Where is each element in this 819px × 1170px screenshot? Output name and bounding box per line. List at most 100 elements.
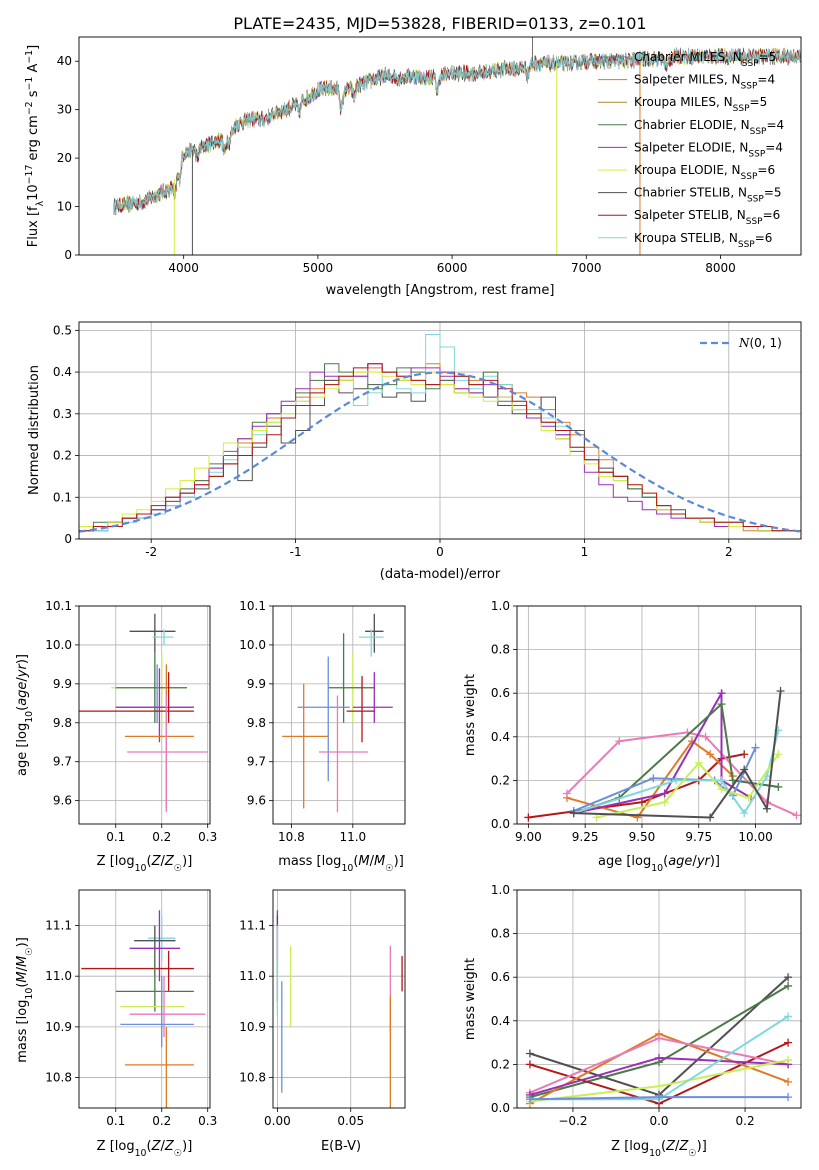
- legend-label: Kroupa MILES, NSSP=5: [634, 95, 767, 114]
- y-tick-label: 10.9: [45, 1020, 72, 1034]
- legend-label: Salpeter MILES, NSSP=4: [634, 73, 775, 92]
- y-tick-label: 0.4: [491, 1014, 510, 1028]
- y-tick-label: 40: [57, 54, 72, 68]
- errorbar-point-salpeter-stelib: [346, 676, 375, 743]
- y-tick-label: 0.0: [491, 817, 510, 831]
- x-tick-label: 8000: [705, 261, 736, 275]
- x-tick-label: 0.1: [106, 1114, 125, 1128]
- y-tick-label: 0.8: [491, 927, 510, 941]
- errorbar-point-salpeter-elodie: [115, 668, 194, 743]
- y-tick-label: 20: [57, 151, 72, 165]
- weight-marker: [655, 1082, 663, 1091]
- y-tick-label: 0.6: [491, 970, 510, 984]
- x-tick-label: 0.2: [152, 1114, 171, 1128]
- errorbar-point-pink: [319, 695, 369, 813]
- errorbar-point-orange: [282, 683, 329, 809]
- y-tick-label: 11.0: [239, 969, 266, 983]
- y-tick-label: 9.7: [247, 755, 266, 769]
- weights-vs-Z-frame: −0.2 0.0 0.2 0.0 0.2 0.4 0.6 0.8 1.0 mass weight Z…: [463, 883, 802, 1159]
- mass-vs-Z-axes: [79, 890, 210, 1108]
- mass-vs-ebv-plot-area: [276, 910, 403, 1108]
- weight-marker: [562, 789, 571, 798]
- errorbar-point-salpeter-elodie: [352, 672, 393, 723]
- errorbar-point-salpeter-stelib: [79, 672, 194, 723]
- y-tick-label: 0.1: [53, 490, 72, 504]
- axes-frame: [78, 889, 211, 1109]
- legend-label: Salpeter STELIB, NSSP=6: [634, 208, 780, 227]
- spectrum-legend: Chabrier MILES, NSSP=5 Salpeter MILES, NS…: [598, 50, 784, 250]
- x-tick-label: 0.2: [736, 1114, 755, 1128]
- histogram-frame: -2 -1 0 1 2 0 0.1 0.2 0.3 0.4 0.5 N(0, 1) (data-mode…: [27, 321, 802, 582]
- histogram-plot-area: [78, 334, 802, 539]
- weight-marker: [525, 1049, 534, 1058]
- age-vs-mass-plot-area: [282, 613, 393, 813]
- y-tick-label: 9.8: [53, 716, 72, 730]
- mass-vs-Z-plot-area: [81, 910, 206, 1108]
- age-vs-Z-plot-area: [79, 613, 208, 813]
- y-tick-label: 11.1: [239, 918, 266, 932]
- age-vs-mass-frame: 10.8 11.0 9.6 9.7 9.8 9.9 10.0 10.1 mass [log10(…: [239, 599, 406, 874]
- y-axis-label-rich: mass [log10(M/M☉)]: [15, 937, 35, 1063]
- errorbar-point-blue: [120, 976, 194, 1048]
- x-tick-label: 7000: [571, 261, 602, 275]
- weight-marker: [615, 737, 624, 746]
- x-tick-label: 2: [725, 545, 733, 559]
- x-tick-label: 9.75: [685, 830, 712, 844]
- errorbar-point-lime: [120, 976, 185, 1032]
- weight-marker: [784, 1038, 793, 1047]
- weight-marker: [655, 1034, 663, 1043]
- weight-marker: [706, 750, 715, 759]
- y-tick-label: 10.0: [239, 638, 266, 652]
- weight-marker: [784, 1077, 793, 1086]
- weight-marker: [655, 1093, 663, 1102]
- weight-marker: [525, 1060, 534, 1069]
- errorbar-point-salpeter-stelib: [81, 950, 194, 992]
- x-tick-label: 5000: [303, 261, 334, 275]
- y-tick-label: 1.0: [491, 599, 510, 613]
- y-tick-label: 0.2: [53, 449, 72, 463]
- mass-vs-ebv-axes: [273, 890, 405, 1108]
- weight-line: [566, 731, 797, 817]
- x-tick-label: 0.3: [198, 1114, 217, 1128]
- weight-marker: [649, 774, 658, 783]
- errorbar-point-kroupa-stelib: [152, 629, 174, 645]
- histogram-axes: [79, 322, 801, 540]
- x-tick-label: 0.00: [264, 1114, 291, 1128]
- y-tick-label: 30: [57, 103, 72, 117]
- spectrum-frame: 4000 5000 6000 7000 8000 0 10 20 30 40 Chabrier MI…: [24, 36, 802, 298]
- x-tick-label: 0.0: [649, 1114, 668, 1128]
- x-tick-label: 6000: [437, 261, 468, 275]
- errorbar-point-pink: [127, 695, 208, 813]
- age-vs-mass-axes: [273, 605, 405, 824]
- weight-series-salpeter-elodie: [569, 689, 756, 818]
- weight-marker: [717, 776, 726, 785]
- x-tick-label: 10.00: [738, 830, 772, 844]
- x-tick-label: 9.00: [515, 830, 542, 844]
- y-tick-label: 0.3: [53, 407, 72, 421]
- y-tick-label: 11.1: [45, 918, 72, 932]
- mass-vs-Z-frame: 0.1 0.2 0.3 10.8 10.9 11.0 11.1 Z [log10(Z/Z☉)]…: [15, 889, 217, 1159]
- y-tick-label: 0.8: [491, 643, 510, 657]
- x-axis-label-rich: Z [log10(Z/Z☉)]: [611, 1139, 707, 1159]
- errorbar-point-chabrier-elodie: [115, 652, 188, 723]
- y-tick-label: 0.4: [491, 730, 510, 744]
- weight-marker: [784, 1056, 793, 1065]
- y-tick-label: 0.5: [53, 323, 72, 337]
- weight-marker: [637, 798, 646, 807]
- x-tick-label: −0.2: [558, 1114, 587, 1128]
- legend-label: Salpeter ELODIE, NSSP=4: [634, 140, 783, 159]
- y-tick-label: 0.4: [53, 365, 72, 379]
- y-tick-label: 9.6: [53, 794, 72, 808]
- y-axis-label: mass weight: [463, 674, 478, 756]
- x-axis-label-rich: mass [log10(M/M☉)]: [278, 854, 404, 874]
- weight-marker: [717, 785, 726, 794]
- weight-series-orange: [562, 737, 737, 822]
- weight-marker: [774, 750, 783, 759]
- weight-marker: [569, 809, 578, 818]
- x-axis-label-rich: age [log10(age/yr)]: [598, 854, 720, 874]
- y-tick-label: 0: [64, 248, 72, 262]
- weight-marker: [740, 750, 749, 759]
- y-tick-label: 10.1: [239, 599, 266, 613]
- weight-marker: [784, 1093, 793, 1102]
- weight-marker: [701, 732, 710, 741]
